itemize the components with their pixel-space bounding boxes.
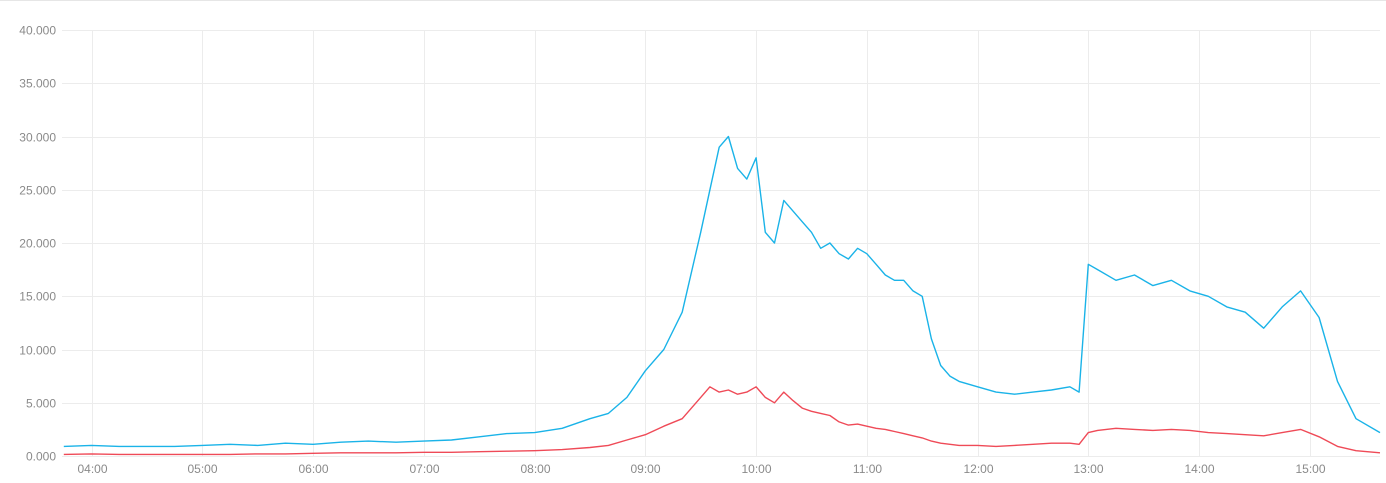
series-line-blue — [63, 135, 1381, 448]
gridlines — [62, 30, 1380, 457]
y-tick-label: 30.000 — [19, 131, 56, 145]
y-tick-label: 40.000 — [19, 24, 56, 38]
top-border — [0, 0, 1386, 1]
x-tick-label: 11:00 — [853, 462, 882, 476]
x-tick-label: 05:00 — [187, 462, 217, 476]
x-tick-label: 15:00 — [1295, 462, 1325, 476]
y-axis-ticks: 0.000 5.000 10.000 15.000 20.000 25.000 30.000… — [19, 24, 56, 464]
x-tick-label: 08:00 — [520, 462, 550, 476]
x-tick-label: 10:00 — [741, 462, 771, 476]
x-tick-label: 07:00 — [409, 462, 439, 476]
x-tick-label: 04:00 — [77, 462, 107, 476]
y-tick-label: 25.000 — [19, 184, 56, 198]
x-tick-label: 06:00 — [298, 462, 328, 476]
y-tick-label: 5.000 — [26, 397, 56, 411]
y-tick-label: 0.000 — [26, 450, 56, 464]
series-lines — [63, 135, 1381, 456]
y-tick-label: 10.000 — [19, 344, 56, 358]
x-tick-label: 13:00 — [1073, 462, 1103, 476]
series-line-red — [63, 386, 1381, 456]
x-tick-label: 09:00 — [630, 462, 660, 476]
x-tick-label: 12:00 — [963, 462, 993, 476]
y-tick-label: 15.000 — [19, 290, 56, 304]
x-axis-ticks: 04:00 05:00 06:00 07:00 08:00 09:00 10:00 11:00… — [77, 462, 1325, 476]
y-tick-label: 20.000 — [19, 237, 56, 251]
y-tick-label: 35.000 — [19, 77, 56, 91]
x-tick-label: 14:00 — [1184, 462, 1214, 476]
